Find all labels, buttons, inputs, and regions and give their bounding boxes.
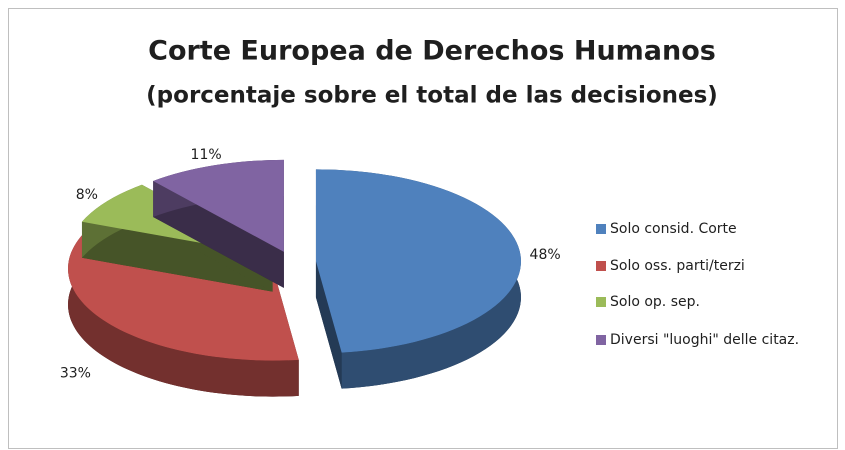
pie-slice [153,159,284,288]
slice-side [153,180,284,288]
legend-swatch [596,297,606,307]
chart-title: Corte Europea de Derechos Humanos [148,36,716,67]
legend-label: Solo consid. Corte [610,221,737,237]
legend-swatch [596,335,606,345]
data-label: 8% [76,187,98,203]
pie-slice [315,169,521,389]
slice-side [81,221,273,292]
legend-swatch [596,224,606,234]
legend-swatch [596,261,606,271]
slice-top [153,159,284,252]
data-label: 48% [530,247,561,263]
legend-label: Diversi "luoghi" delle citaz. [610,332,799,348]
legend-label: Solo oss. parti/terzi [610,258,745,274]
legend-label: Solo op. sep. [610,294,700,310]
data-label: 11% [191,147,222,163]
chart-subtitle: (porcentaje sobre el total de las decisi… [146,83,718,109]
slice-wall [68,234,299,397]
slice-top [315,169,521,353]
slice-side [315,261,342,389]
data-label: 33% [60,365,91,381]
